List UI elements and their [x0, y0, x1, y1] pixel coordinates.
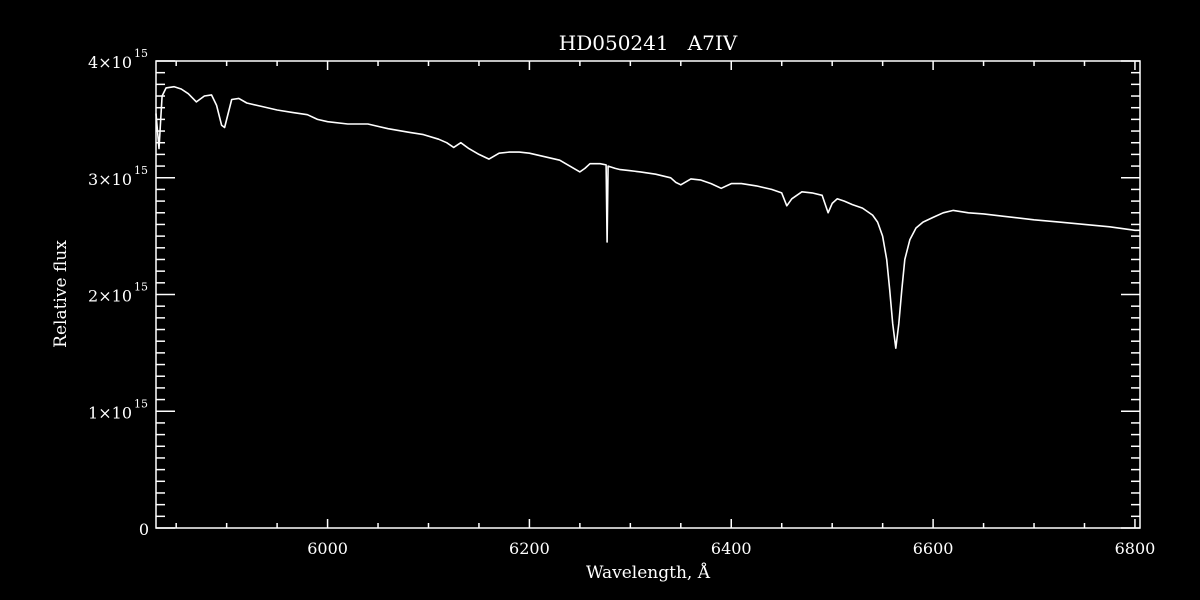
chart-title: HD050241 A7IV: [559, 31, 738, 55]
y-axis-label: Relative flux: [51, 240, 71, 348]
axis-ticks: [156, 60, 1140, 529]
y-tick-label: 0: [139, 520, 149, 539]
y-tick-exponent: 15: [134, 397, 148, 410]
x-tick-label: 6400: [711, 539, 752, 558]
y-tick-exponent: 15: [134, 281, 148, 294]
spectrum-line: [155, 85, 1140, 350]
x-axis-label: Wavelength, Å: [586, 562, 711, 583]
x-tick-label: 6000: [307, 539, 348, 558]
x-tick-label: 6600: [913, 539, 954, 558]
y-tick-label: 3×10: [88, 170, 132, 189]
y-tick-exponent: 15: [134, 164, 148, 177]
x-tick-label: 6800: [1115, 539, 1156, 558]
y-tick-label: 1×10: [88, 403, 132, 422]
plot-frame: [155, 60, 1141, 529]
y-tick-label: 4×10: [88, 53, 132, 72]
x-tick-label: 6200: [509, 539, 550, 558]
y-tick-label: 2×10: [88, 287, 132, 306]
y-tick-exponent: 15: [134, 47, 148, 60]
